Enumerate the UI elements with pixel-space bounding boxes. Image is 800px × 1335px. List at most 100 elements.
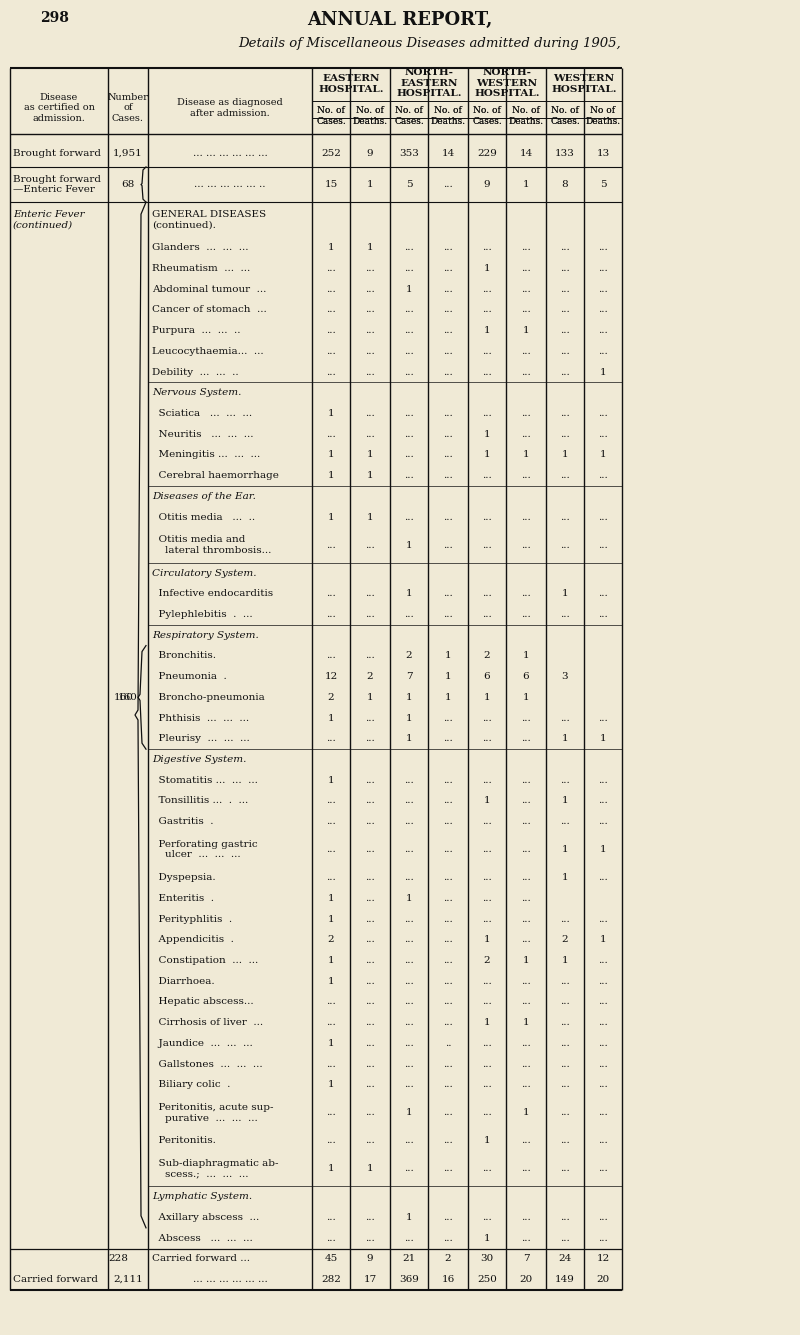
Text: 17: 17 bbox=[363, 1275, 377, 1284]
Text: ...: ... bbox=[443, 367, 453, 376]
Text: ...: ... bbox=[521, 873, 531, 882]
Text: ...: ... bbox=[482, 1214, 492, 1222]
Text: 2,111: 2,111 bbox=[113, 1275, 143, 1284]
Text: ...: ... bbox=[326, 347, 336, 356]
Text: No. of
Deaths.: No. of Deaths. bbox=[430, 107, 466, 125]
Text: 1: 1 bbox=[522, 450, 530, 459]
Text: No. of
Cases.: No. of Cases. bbox=[550, 107, 580, 125]
Text: ...: ... bbox=[482, 977, 492, 985]
Text: ...: ... bbox=[443, 1060, 453, 1068]
Text: ...: ... bbox=[521, 797, 531, 805]
Text: ...: ... bbox=[326, 797, 336, 805]
Text: ...: ... bbox=[443, 977, 453, 985]
Text: ...: ... bbox=[482, 845, 492, 854]
Text: Cancer of stomach  ...: Cancer of stomach ... bbox=[152, 306, 266, 315]
Text: 2: 2 bbox=[484, 651, 490, 661]
Text: ...: ... bbox=[326, 541, 336, 550]
Text: Peritonitis.: Peritonitis. bbox=[152, 1136, 216, 1145]
Text: ...: ... bbox=[598, 714, 608, 722]
Text: Disease
as certified on
admission.: Disease as certified on admission. bbox=[23, 93, 94, 123]
Text: ...: ... bbox=[521, 367, 531, 376]
Text: Debility  ...  ...  ..: Debility ... ... .. bbox=[152, 367, 238, 376]
Text: Brought forward: Brought forward bbox=[13, 150, 101, 158]
Text: ...: ... bbox=[365, 610, 375, 619]
Text: 1: 1 bbox=[522, 1108, 530, 1117]
Text: Lymphatic System.: Lymphatic System. bbox=[152, 1192, 252, 1202]
Text: ...: ... bbox=[482, 997, 492, 1007]
Text: 1: 1 bbox=[328, 243, 334, 252]
Text: ...: ... bbox=[443, 914, 453, 924]
Text: ...: ... bbox=[598, 347, 608, 356]
Text: ...: ... bbox=[598, 817, 608, 826]
Text: ...: ... bbox=[443, 541, 453, 550]
Text: 1: 1 bbox=[600, 367, 606, 376]
Text: Appendicitis  .: Appendicitis . bbox=[152, 936, 234, 944]
Text: ...: ... bbox=[326, 1060, 336, 1068]
Text: ...: ... bbox=[482, 776, 492, 785]
Text: ...: ... bbox=[521, 1039, 531, 1048]
Text: 1: 1 bbox=[328, 513, 334, 522]
Text: 2: 2 bbox=[445, 1255, 451, 1263]
Text: No. of
Deaths.: No. of Deaths. bbox=[353, 107, 387, 125]
Text: ...: ... bbox=[404, 264, 414, 272]
Text: Carried forward ...: Carried forward ... bbox=[152, 1255, 250, 1263]
Text: Phthisis  ...  ...  ...: Phthisis ... ... ... bbox=[152, 714, 249, 722]
Text: Biliary colic  .: Biliary colic . bbox=[152, 1080, 230, 1089]
Text: ...: ... bbox=[598, 1080, 608, 1089]
Text: Cirrhosis of liver  ...: Cirrhosis of liver ... bbox=[152, 1019, 263, 1027]
Text: 160: 160 bbox=[118, 693, 138, 702]
Text: GENERAL DISEASES
(continued).: GENERAL DISEASES (continued). bbox=[152, 210, 266, 230]
Text: ...: ... bbox=[404, 409, 414, 418]
Text: ...: ... bbox=[365, 1019, 375, 1027]
Text: 1: 1 bbox=[562, 589, 568, 598]
Text: ...: ... bbox=[521, 471, 531, 481]
Text: ...: ... bbox=[404, 306, 414, 315]
Text: ...: ... bbox=[560, 326, 570, 335]
Text: ...: ... bbox=[598, 243, 608, 252]
Text: ...: ... bbox=[521, 977, 531, 985]
Text: 2: 2 bbox=[366, 672, 374, 681]
Text: No. of
Cases.: No. of Cases. bbox=[472, 107, 502, 125]
Text: ...: ... bbox=[482, 873, 492, 882]
Text: ...: ... bbox=[560, 1234, 570, 1243]
Text: 1: 1 bbox=[406, 714, 412, 722]
Text: ...: ... bbox=[404, 936, 414, 944]
Text: 1: 1 bbox=[406, 734, 412, 744]
Text: No. of
Cases.: No. of Cases. bbox=[472, 107, 502, 125]
Text: Enteritis  .: Enteritis . bbox=[152, 894, 214, 902]
Text: ...: ... bbox=[521, 430, 531, 439]
Text: ...: ... bbox=[443, 894, 453, 902]
Text: Gastritis  .: Gastritis . bbox=[152, 817, 214, 826]
Text: Bronchitis.: Bronchitis. bbox=[152, 651, 216, 661]
Text: WESTERN
HOSPITAL.: WESTERN HOSPITAL. bbox=[551, 75, 617, 93]
Text: ...: ... bbox=[365, 347, 375, 356]
Text: 1: 1 bbox=[522, 693, 530, 702]
Text: ...: ... bbox=[560, 1214, 570, 1222]
Text: 1: 1 bbox=[406, 1214, 412, 1222]
Text: 229: 229 bbox=[477, 150, 497, 158]
Text: ...: ... bbox=[443, 817, 453, 826]
Text: ...: ... bbox=[598, 977, 608, 985]
Text: 1: 1 bbox=[522, 1019, 530, 1027]
Text: 5: 5 bbox=[600, 180, 606, 190]
Text: ...: ... bbox=[365, 936, 375, 944]
Text: 1: 1 bbox=[406, 284, 412, 294]
Text: ...: ... bbox=[443, 776, 453, 785]
Text: ...: ... bbox=[482, 1164, 492, 1173]
Text: ...: ... bbox=[404, 610, 414, 619]
Text: Hepatic abscess...: Hepatic abscess... bbox=[152, 997, 254, 1007]
Text: ...: ... bbox=[326, 1108, 336, 1117]
Text: ...: ... bbox=[404, 914, 414, 924]
Text: 1: 1 bbox=[484, 693, 490, 702]
Text: Abdominal tumour  ...: Abdominal tumour ... bbox=[152, 284, 266, 294]
Text: ...: ... bbox=[482, 243, 492, 252]
Text: NORTH-
WESTERN
HOSPITAL.: NORTH- WESTERN HOSPITAL. bbox=[474, 68, 540, 97]
Text: ...: ... bbox=[404, 776, 414, 785]
Text: 1: 1 bbox=[562, 797, 568, 805]
Text: ...: ... bbox=[443, 610, 453, 619]
Text: 2: 2 bbox=[328, 936, 334, 944]
Text: Respiratory System.: Respiratory System. bbox=[152, 630, 258, 639]
Text: ...: ... bbox=[482, 471, 492, 481]
Text: ...: ... bbox=[404, 347, 414, 356]
Text: ...: ... bbox=[365, 873, 375, 882]
